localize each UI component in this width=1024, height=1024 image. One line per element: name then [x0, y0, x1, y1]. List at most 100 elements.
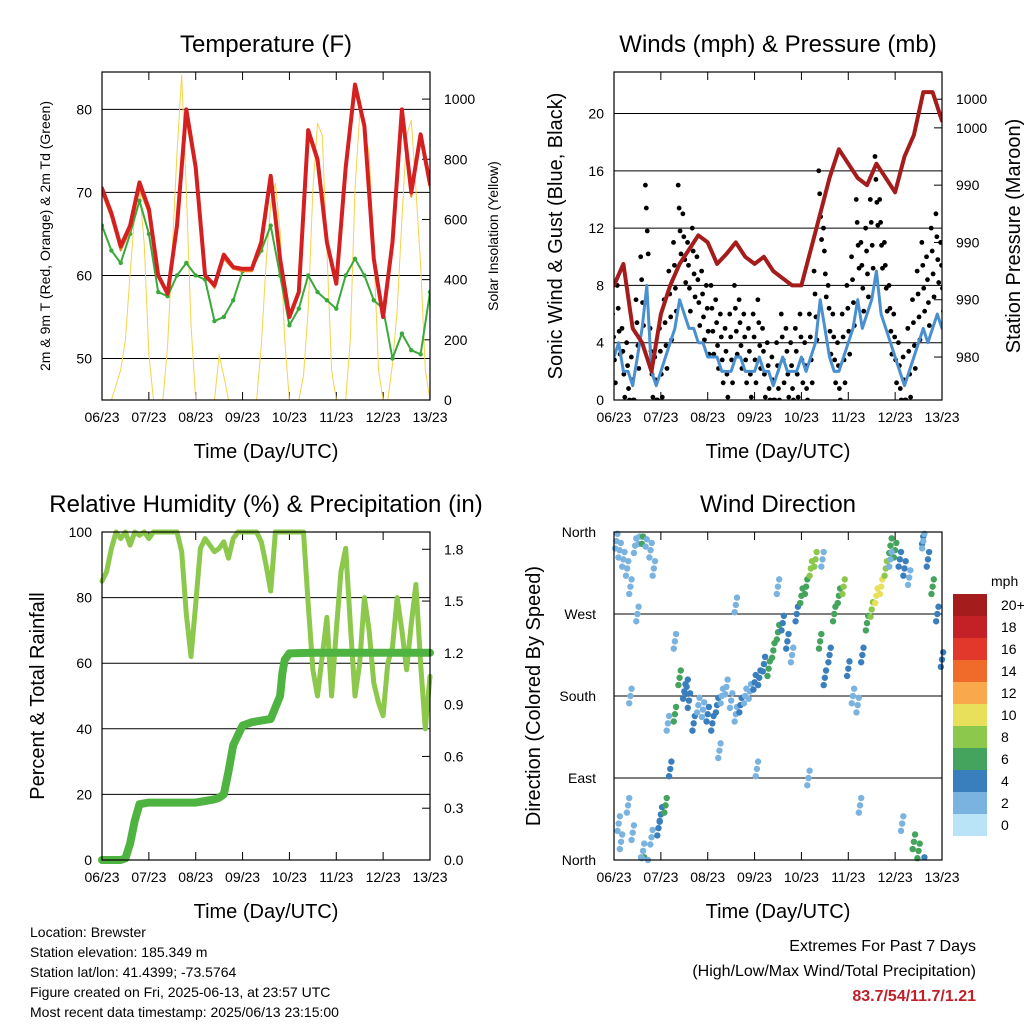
- direction-point: [732, 601, 740, 609]
- gust-point: [717, 311, 723, 317]
- gust-point: [744, 380, 750, 386]
- gust-point: [926, 300, 931, 306]
- direction-point: [785, 630, 792, 638]
- direction-point: [834, 599, 841, 607]
- x-tick-label: 10/23: [272, 409, 307, 425]
- gust-point: [908, 394, 914, 400]
- gust-point: [778, 311, 784, 317]
- gust-point: [736, 297, 742, 303]
- gust-point: [703, 283, 709, 288]
- gust-point: [822, 271, 828, 277]
- x-tick-label: 10/23: [784, 409, 819, 425]
- gust-point: [821, 248, 827, 254]
- gust-point: [776, 386, 781, 391]
- gust-point: [701, 314, 706, 320]
- gust-point: [850, 277, 855, 283]
- direction-point: [628, 685, 635, 692]
- dewpoint-point: [334, 306, 339, 311]
- y-right-tick-label: 800: [444, 151, 468, 167]
- direction-point: [788, 651, 796, 659]
- gust-point: [738, 343, 744, 348]
- direction-point: [699, 706, 707, 713]
- dewpoint-point: [193, 273, 198, 278]
- colorbar-label: 18: [1001, 619, 1017, 635]
- gust-point: [869, 242, 875, 248]
- direction-point: [898, 820, 906, 827]
- direction-point: [827, 644, 834, 651]
- direction-point: [925, 548, 933, 556]
- gust-point: [827, 328, 833, 334]
- gust-point: [642, 182, 648, 188]
- y-right-tick-label: 990: [956, 292, 980, 308]
- gust-point: [713, 297, 719, 303]
- x-tick-label: 12/23: [366, 869, 401, 885]
- y-tick-label: North: [562, 524, 596, 540]
- gust-point: [792, 325, 798, 331]
- direction-point: [667, 765, 674, 773]
- gust-point: [683, 280, 689, 285]
- series-line-sonic-wind: [614, 269, 942, 388]
- x-tick-label: 09/23: [737, 869, 772, 885]
- direction-point: [626, 794, 633, 802]
- chart-title: Winds (mph) & Pressure (mb): [619, 31, 936, 58]
- location-text: Location: Brewster: [30, 924, 146, 940]
- gust-point: [825, 283, 831, 288]
- direction-point: [649, 826, 656, 834]
- gust-point: [783, 325, 789, 331]
- plot-frame: [101, 531, 431, 861]
- gust-point: [663, 343, 669, 348]
- direction-point: [723, 683, 730, 691]
- gust-point: [626, 386, 631, 391]
- direction-point: [907, 567, 914, 574]
- gust-point: [924, 254, 929, 260]
- x-tick-label: 11/23: [831, 869, 865, 885]
- gust-point: [628, 354, 634, 360]
- direction-point: [754, 681, 762, 689]
- gust-point: [680, 211, 686, 217]
- gust-point: [615, 305, 621, 311]
- x-tick-label: 06/23: [596, 409, 631, 425]
- gust-point: [710, 328, 716, 334]
- direction-point: [820, 681, 827, 689]
- direction-point: [916, 840, 923, 847]
- dewpoint-point: [156, 289, 161, 295]
- gust-point: [789, 363, 794, 369]
- gust-point: [699, 268, 705, 274]
- dewpoint-point: [146, 231, 152, 237]
- direction-point: [813, 548, 820, 556]
- x-tick-label: 12/23: [878, 869, 913, 885]
- direction-point: [724, 676, 731, 683]
- series-group: [614, 90, 942, 400]
- gust-point: [905, 325, 911, 331]
- direction-point: [911, 831, 919, 838]
- humidity-precip-panel: Relative Humidity (%) & Precipitation (i…: [27, 491, 483, 923]
- gust-point: [826, 305, 832, 311]
- gust-point: [849, 254, 854, 260]
- colorbar-label: 2: [1001, 795, 1009, 811]
- direction-point: [820, 548, 827, 556]
- direction-point: [665, 772, 673, 780]
- gust-point: [794, 371, 800, 377]
- gust-point: [671, 240, 676, 245]
- gust-point: [752, 357, 758, 363]
- y-right-tick-label: 0.0: [444, 852, 464, 868]
- direction-point: [829, 618, 837, 625]
- y-axis-label: Percent & Total Rainfall: [27, 592, 49, 800]
- gust-point: [836, 386, 842, 391]
- direction-point: [846, 658, 853, 665]
- direction-point: [765, 665, 772, 672]
- gust-point: [747, 348, 752, 354]
- gust-point: [757, 343, 763, 348]
- y-tick-label: 0: [84, 852, 92, 868]
- y-tick-label: East: [568, 770, 596, 786]
- direction-point: [897, 548, 905, 556]
- gust-point: [934, 234, 940, 240]
- gust-point: [929, 248, 935, 254]
- gust-point: [788, 340, 794, 346]
- direction-point: [703, 718, 710, 725]
- gust-point: [764, 340, 770, 346]
- gust-point: [747, 371, 753, 377]
- direction-point: [802, 583, 810, 590]
- y-right-tick-label: 400: [444, 272, 468, 288]
- direction-point: [670, 645, 677, 652]
